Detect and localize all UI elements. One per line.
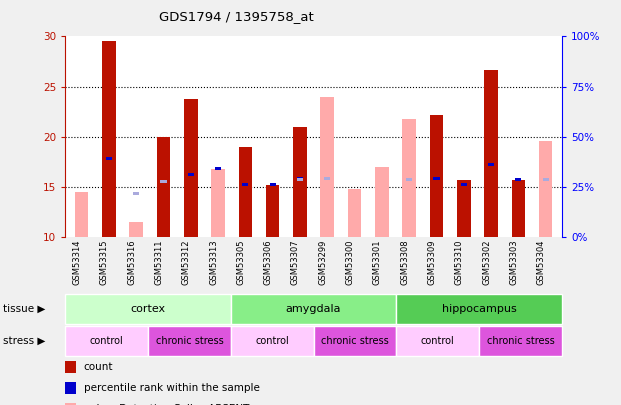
Bar [129,222,143,237]
Bar [479,326,562,356]
Bar [348,189,361,237]
Text: GSM53315: GSM53315 [100,240,109,285]
Bar [242,183,248,186]
Text: hippocampus: hippocampus [442,304,517,314]
Text: GSM53300: GSM53300 [345,240,355,285]
Bar [148,326,231,356]
Bar [396,294,562,324]
Bar [320,97,334,237]
Bar [65,326,148,356]
Bar [324,177,330,180]
Text: GSM53302: GSM53302 [482,240,491,285]
Bar [266,185,279,237]
Bar [512,180,525,237]
Text: GSM53314: GSM53314 [73,240,81,285]
Text: GDS1794 / 1395758_at: GDS1794 / 1395758_at [158,10,314,23]
Text: cortex: cortex [130,304,166,314]
Text: value, Detection Call = ABSENT: value, Detection Call = ABSENT [84,404,249,405]
Bar [406,178,412,181]
Text: GSM53308: GSM53308 [400,240,409,285]
Bar [215,167,221,170]
Text: chronic stress: chronic stress [155,336,224,346]
Bar [430,115,443,237]
Bar [231,326,314,356]
Text: GSM53307: GSM53307 [291,240,300,285]
Bar [65,294,231,324]
Text: control: control [421,336,455,346]
Bar [102,41,116,237]
Bar [133,192,139,195]
Text: GSM53306: GSM53306 [264,240,273,285]
Bar [297,178,303,181]
Bar [402,119,416,237]
Bar [231,294,396,324]
Text: percentile rank within the sample: percentile rank within the sample [84,383,260,393]
Bar [488,163,494,166]
Bar [156,137,170,237]
Bar [188,173,194,176]
Bar [75,192,88,237]
Bar [184,98,197,237]
Text: GSM53310: GSM53310 [455,240,464,285]
Text: amygdala: amygdala [286,304,342,314]
Text: GSM53301: GSM53301 [373,240,382,285]
Text: GSM53311: GSM53311 [155,240,163,285]
Text: count: count [84,362,114,372]
Bar [160,180,166,183]
Bar [457,180,471,237]
Bar [106,157,112,160]
Text: GSM53313: GSM53313 [209,240,218,285]
Bar [461,183,467,186]
Bar [515,178,522,181]
Bar [270,183,276,186]
Text: stress ▶: stress ▶ [3,336,45,346]
Bar [539,141,553,237]
Text: GSM53304: GSM53304 [537,240,546,285]
Bar [396,326,479,356]
Text: GSM53312: GSM53312 [182,240,191,285]
Text: GSM53299: GSM53299 [318,240,327,285]
Text: chronic stress: chronic stress [487,336,555,346]
Bar [297,177,303,180]
Text: control: control [89,336,124,346]
Bar [543,178,549,181]
Bar [433,177,440,180]
Bar [484,70,498,237]
Text: control: control [255,336,289,346]
Text: chronic stress: chronic stress [321,336,389,346]
Text: GSM53305: GSM53305 [237,240,245,285]
Bar [375,167,389,237]
Bar [293,127,307,237]
Text: GSM53316: GSM53316 [127,240,136,285]
Text: tissue ▶: tissue ▶ [3,304,45,314]
Bar [238,147,252,237]
Bar [314,326,396,356]
Text: GSM53309: GSM53309 [427,240,437,285]
Text: GSM53303: GSM53303 [509,240,519,285]
Bar [211,169,225,237]
